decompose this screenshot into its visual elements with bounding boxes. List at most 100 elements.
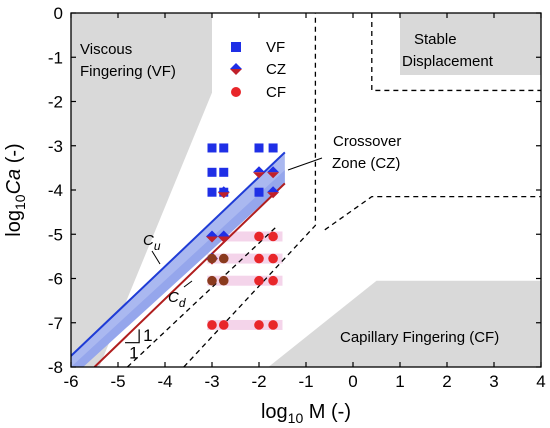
- y-axis-title-sub: 10: [12, 194, 28, 210]
- cf-marker-10: [207, 320, 217, 330]
- cf-marker-11: [218, 320, 229, 330]
- y-tick-label-4: -4: [48, 181, 63, 200]
- y-axis-title-base: log: [3, 210, 25, 237]
- cd-label-sub: d: [179, 296, 186, 310]
- x-tick-label-10: 4: [536, 372, 545, 391]
- cz-marker-bottom-0: [253, 172, 265, 179]
- cz-marker-bottom-2: [217, 192, 230, 199]
- cf-marker-12: [254, 320, 264, 330]
- cf-band-3: [207, 319, 283, 330]
- cf-marker-6: [254, 253, 264, 264]
- y-tick-label-6: -6: [48, 270, 63, 289]
- cf-marker-9: [268, 275, 278, 286]
- legend-label-vf: VF: [266, 39, 285, 56]
- plot-area: [71, 13, 541, 367]
- cf-band-1: [207, 253, 283, 264]
- cz-marker-bottom-4: [206, 236, 218, 243]
- cz-marker-top-3: [267, 186, 280, 193]
- sd-region-label-line1: Stable: [414, 31, 457, 48]
- cf-marker-8: [254, 275, 264, 286]
- cd-label-pointer: [183, 280, 193, 288]
- crossover-zone-band: [71, 152, 285, 367]
- cu-label-main: C: [143, 232, 154, 249]
- cf-region-label: Capillary Fingering (CF): [340, 329, 499, 346]
- x-axis-title: log10 M (-): [261, 401, 351, 426]
- x-axis-title-sub: 10: [288, 410, 304, 426]
- slope-label-vertical: 1: [143, 326, 152, 345]
- slope-label-horizontal: 1: [129, 344, 138, 363]
- x-tick-label-6: 0: [348, 372, 357, 391]
- cz-region-label-line2: Zone (CZ): [332, 155, 400, 172]
- vf-marker-2: [254, 143, 264, 153]
- y-tick-label-1: -1: [48, 48, 63, 67]
- cz-marker-top-5: [217, 230, 230, 237]
- slope-triangle: [125, 329, 140, 344]
- legend-cf-marker: [231, 87, 241, 97]
- viscous-fingering-region: [71, 13, 212, 367]
- cf-marker-7: [268, 253, 278, 264]
- cd-label-main: C: [168, 289, 179, 306]
- cf-marker-4: [254, 231, 264, 242]
- capillary-fingering-region: [268, 280, 541, 367]
- cf-marker-3: [218, 275, 229, 286]
- cu-label: Cu: [143, 232, 161, 253]
- cf-marker-1: [218, 253, 229, 264]
- cf-marker-5: [268, 231, 278, 242]
- sd-region-label-line2: Displacement: [402, 53, 494, 70]
- cz-marker-bottom-5: [217, 236, 230, 243]
- x-axis-title-rest: M (-): [303, 401, 351, 423]
- x-tick-label-4: -2: [251, 372, 266, 391]
- x-axis-title-base: log: [261, 401, 288, 423]
- y-axis-title-rest: (-): [3, 143, 25, 169]
- y-tick-label-8: -8: [48, 358, 63, 377]
- cu-label-sub: u: [154, 239, 161, 253]
- vf-region-label-line1: Viscous: [80, 41, 132, 58]
- legend-label-cf: CF: [266, 84, 286, 101]
- legend-cz-marker-top: [230, 63, 242, 69]
- vf-marker-3: [268, 143, 278, 153]
- y-axis-title: log10Ca (-): [3, 143, 28, 236]
- x-tick-label-7: 1: [395, 372, 404, 391]
- cd-line: [93, 182, 286, 367]
- y-tick-label-2: -2: [48, 93, 63, 112]
- x-tick-label-8: 2: [442, 372, 451, 391]
- cf-marker-13: [268, 320, 278, 330]
- vf-marker-8: [254, 187, 264, 197]
- y-tick-label-5: -5: [48, 225, 63, 244]
- vf-marker-5: [219, 167, 229, 177]
- cz-region-label-line1: Crossover: [333, 133, 401, 150]
- cz-marker-top-0: [253, 166, 265, 173]
- vf-marker-1: [219, 143, 229, 153]
- vf-marker-0: [207, 143, 217, 153]
- dashed-boundary-2: [183, 13, 317, 367]
- cf-marker-2: [207, 275, 217, 286]
- legend-label-cz: CZ: [266, 61, 286, 78]
- dashed-boundary-1: [126, 224, 279, 367]
- dashed-boundary-3: [371, 13, 541, 92]
- legend-cz-marker-bottom: [230, 69, 242, 75]
- x-tick-label-3: -3: [204, 372, 219, 391]
- x-tick-label-1: -5: [110, 372, 125, 391]
- cz-label-pointer: [287, 157, 323, 171]
- vf-marker-4: [207, 167, 217, 177]
- cu-line: [71, 151, 286, 357]
- x-tick-label-5: -1: [298, 372, 313, 391]
- legend-vf-marker: [231, 42, 241, 52]
- cz-marker-top-4: [206, 230, 218, 237]
- y-tick-label-0: 0: [54, 4, 63, 23]
- y-tick-label-3: -3: [48, 137, 63, 156]
- x-tick-label-9: 3: [489, 372, 498, 391]
- y-tick-label-7: -7: [48, 314, 63, 333]
- cu-label-pointer: [151, 250, 161, 265]
- cf-marker-0: [207, 253, 217, 264]
- cz-marker-top-2: [217, 186, 230, 193]
- dashed-boundary-4: [324, 195, 541, 231]
- crossover-zone-band-dark: [71, 170, 285, 367]
- stable-displacement-region: [400, 13, 541, 75]
- cz-marker-bottom-1: [267, 172, 280, 179]
- x-tick-label-0: -6: [63, 372, 78, 391]
- vf-marker-6: [207, 187, 217, 197]
- cz-marker-bottom-3: [267, 192, 280, 199]
- cz-marker-top-1: [267, 166, 280, 173]
